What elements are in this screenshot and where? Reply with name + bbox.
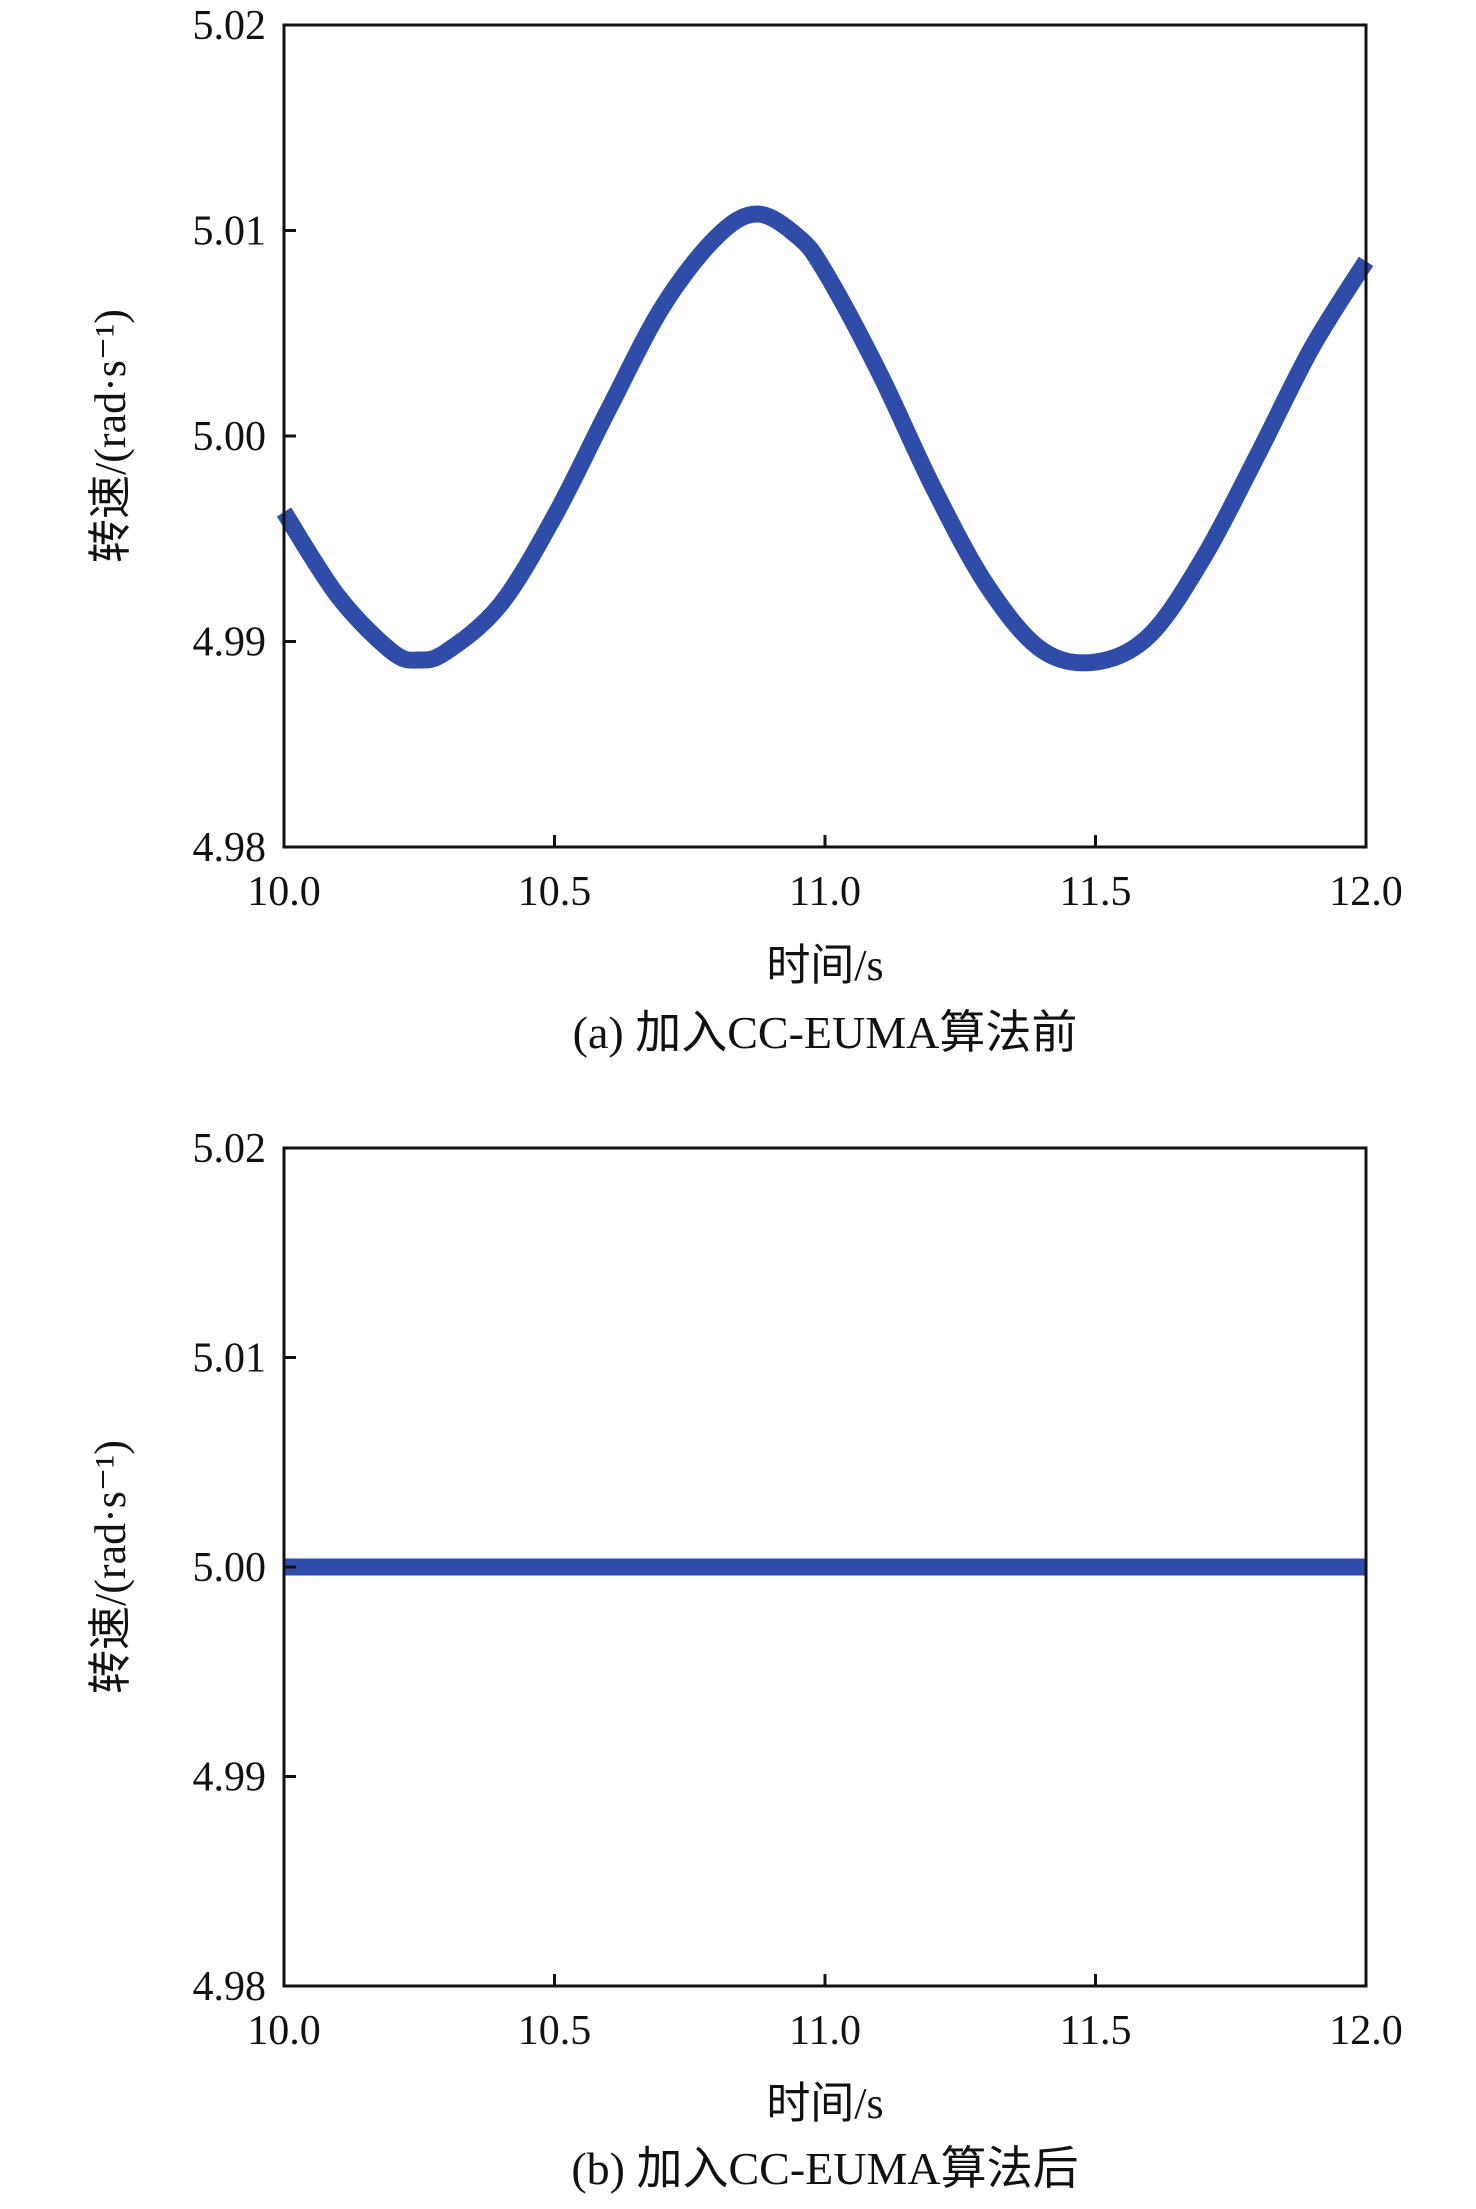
chart-b-ytick-label-0: 4.98 bbox=[193, 1964, 267, 2010]
chart-a-svg: 10.0 10.5 11.0 11.5 12.0 4.98 4.99 5.00 5.01 5.02… bbox=[86, 3, 1403, 1058]
chart-b-ytick-label-4: 5.02 bbox=[193, 1126, 267, 1172]
chart-a-xtick-label-1: 10.5 bbox=[518, 869, 592, 915]
chart-b-ytick-label-2: 5.00 bbox=[193, 1545, 267, 1591]
chart-panel-a: 10.0 10.5 11.0 11.5 12.0 4.98 4.99 5.00 5.01 5.02… bbox=[0, 0, 1476, 1080]
chart-a-ytick-label-1: 4.99 bbox=[193, 620, 267, 666]
chart-a-ytick-label-3: 5.01 bbox=[193, 209, 267, 255]
chart-a-xtick-label-4: 12.0 bbox=[1329, 869, 1403, 915]
chart-b-caption: (b) 加入CC-EUMA算法后 bbox=[571, 2143, 1078, 2194]
chart-a-xlabel: 时间/s bbox=[766, 941, 883, 990]
chart-a-xtick-label-0: 10.0 bbox=[247, 869, 321, 915]
chart-a-frame bbox=[282, 23, 1368, 849]
chart-a-ytick-label-2: 5.00 bbox=[193, 414, 267, 460]
chart-a-plot: 10.0 10.5 11.0 11.5 12.0 4.98 4.99 5.00 5.01 5.02 bbox=[193, 3, 1403, 915]
chart-b-svg: 10.0 10.5 11.0 11.5 12.0 4.98 4.99 5.00 5.01 5.02… bbox=[86, 1126, 1403, 2194]
chart-a-ytick-label-0: 4.98 bbox=[193, 825, 267, 871]
chart-b-xtick-label-4: 12.0 bbox=[1329, 2008, 1403, 2054]
chart-a-series-line-0 bbox=[276, 205, 1374, 672]
chart-b-ylabel: 转速/(rad·s⁻¹) bbox=[86, 1440, 135, 1694]
chart-b-xtick-label-0: 10.0 bbox=[247, 2008, 321, 2054]
chart-b-xlabel: 时间/s bbox=[766, 2079, 883, 2128]
chart-a-ytick-label-4: 5.02 bbox=[193, 3, 267, 49]
chart-b-ytick-label-3: 5.01 bbox=[193, 1336, 267, 1382]
chart-a-xtick-label-3: 11.5 bbox=[1060, 869, 1132, 915]
chart-b-xtick-label-1: 10.5 bbox=[518, 2008, 592, 2054]
chart-b-plot: 10.0 10.5 11.0 11.5 12.0 4.98 4.99 5.00 5.01 5.02 bbox=[193, 1126, 1403, 2054]
chart-b-xtick-label-2: 11.0 bbox=[789, 2008, 861, 2054]
chart-a-ylabel: 转速/(rad·s⁻¹) bbox=[86, 309, 135, 563]
chart-a-xtick-label-2: 11.0 bbox=[789, 869, 861, 915]
chart-b-frame bbox=[282, 1146, 1368, 1988]
chart-b-xtick-label-3: 11.5 bbox=[1060, 2008, 1132, 2054]
chart-a-caption: (a) 加入CC-EUMA算法前 bbox=[573, 1007, 1078, 1058]
chart-b-ytick-label-1: 4.99 bbox=[193, 1755, 267, 1801]
chart-panel-b: 10.0 10.5 11.0 11.5 12.0 4.98 4.99 5.00 5.01 5.02… bbox=[0, 1120, 1476, 2209]
